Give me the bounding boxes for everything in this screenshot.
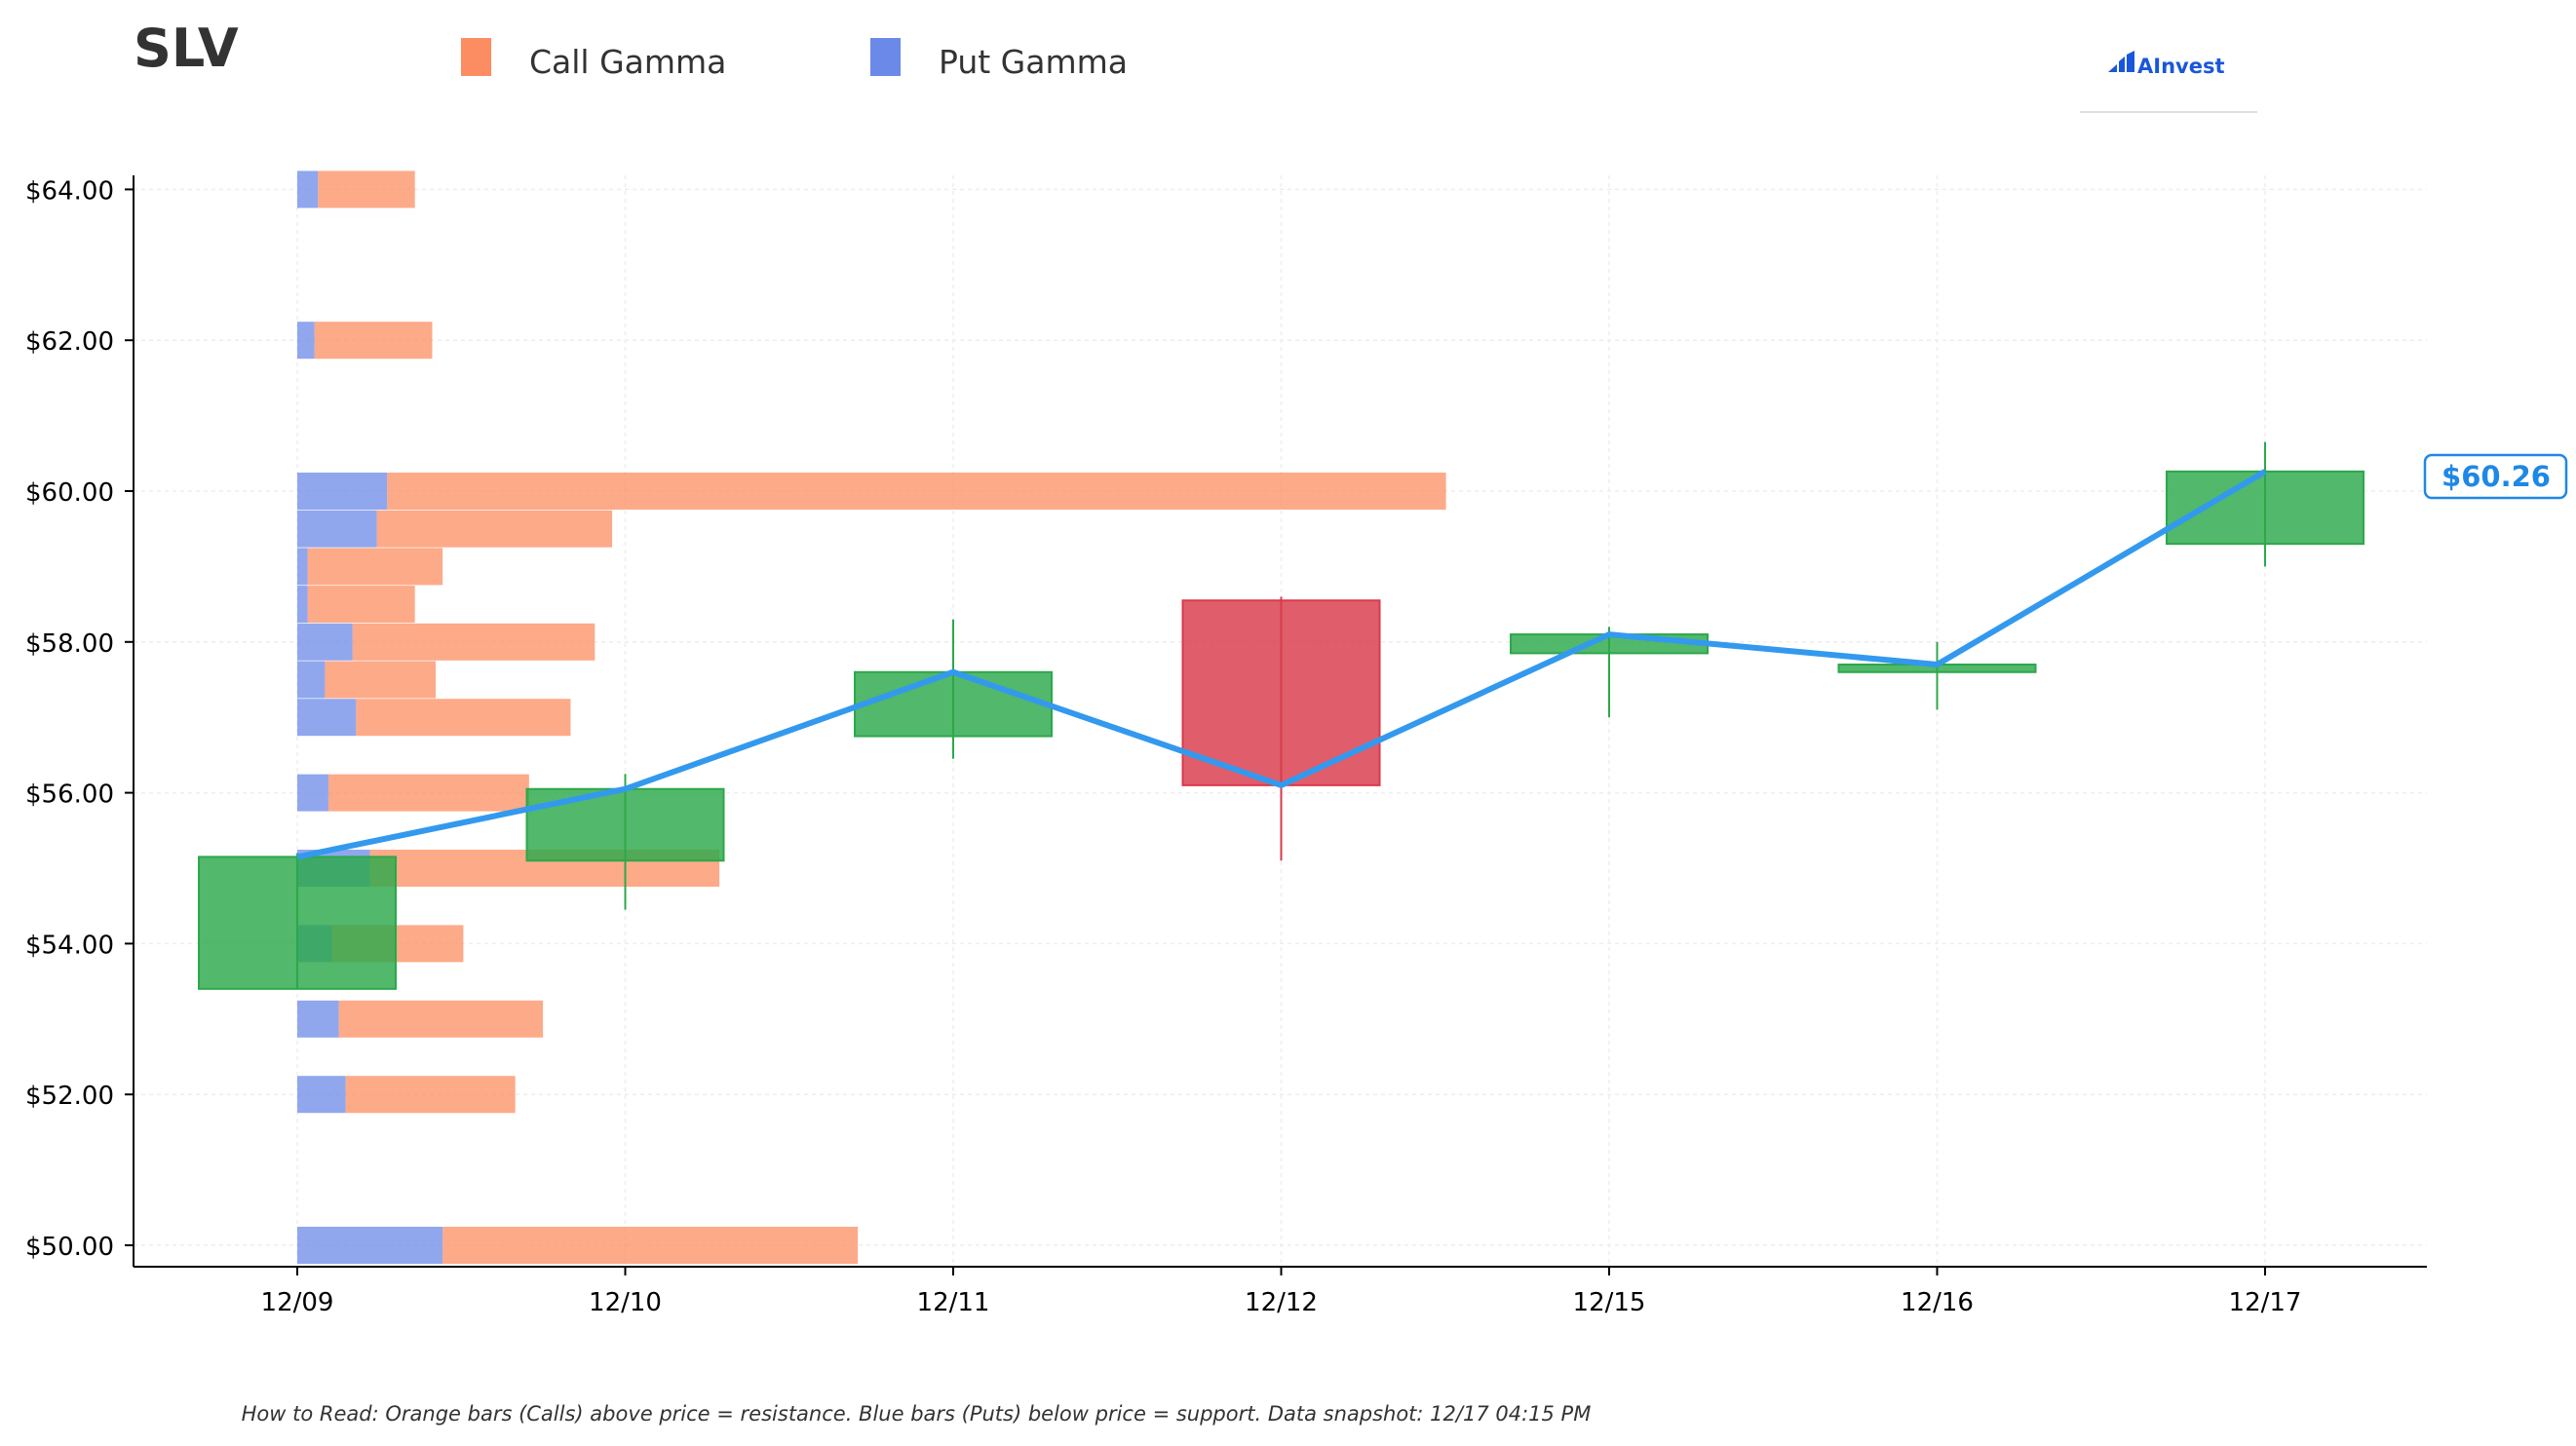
legend-put-swatch xyxy=(870,38,901,76)
candle-body-down xyxy=(1181,599,1381,786)
call-gamma-bar xyxy=(318,171,415,209)
put-gamma-bar xyxy=(297,171,319,209)
ticker-title: SLV xyxy=(134,18,239,79)
put-gamma-bar xyxy=(297,510,377,548)
x-tick-label: 12/12 xyxy=(1245,1288,1318,1317)
x-tick-label: 12/15 xyxy=(1573,1288,1646,1317)
put-gamma-bar xyxy=(297,661,326,699)
legend: Call Gamma Put Gamma xyxy=(461,38,1128,81)
brand-logo: AInvest xyxy=(2080,51,2257,113)
y-tick-label: $50.00 xyxy=(25,1233,114,1262)
call-gamma-bar xyxy=(327,774,529,812)
x-tick-label: 12/10 xyxy=(589,1288,662,1317)
call-gamma-bar xyxy=(387,473,1446,510)
last-price-value: $60.26 xyxy=(2441,460,2551,493)
call-gamma-bar xyxy=(352,623,596,661)
put-gamma-bar xyxy=(297,774,328,812)
y-tick-label: $54.00 xyxy=(25,931,114,960)
x-tick-label: 12/17 xyxy=(2229,1288,2302,1317)
legend-put-label: Put Gamma xyxy=(939,43,1128,81)
call-gamma-bar xyxy=(307,548,443,586)
candle-body-up xyxy=(2166,470,2365,546)
put-gamma-bar xyxy=(297,1076,346,1114)
x-tick-label: 12/09 xyxy=(261,1288,334,1317)
put-gamma-bar xyxy=(297,548,308,586)
call-gamma-bar xyxy=(338,1000,544,1038)
legend-call-label: Call Gamma xyxy=(529,43,726,81)
y-tick-label: $64.00 xyxy=(25,176,114,206)
call-gamma-bar xyxy=(442,1227,859,1264)
brand-logo-text: AInvest xyxy=(2137,55,2225,78)
legend-call-swatch xyxy=(461,38,491,76)
y-tick-label: $56.00 xyxy=(25,780,114,810)
call-gamma-bar xyxy=(345,1076,516,1114)
y-tick-label: $58.00 xyxy=(25,629,114,659)
y-tick-label: $60.00 xyxy=(25,478,114,508)
put-gamma-bar xyxy=(297,322,315,360)
call-gamma-bar xyxy=(356,699,571,737)
y-tick-label: $52.00 xyxy=(25,1082,114,1111)
x-tick-label: 12/11 xyxy=(917,1288,990,1317)
put-gamma-bar xyxy=(297,1000,339,1038)
footnote: How to Read: Orange bars (Calls) above p… xyxy=(242,1402,1592,1426)
put-gamma-bar xyxy=(297,699,357,737)
plot-area: $50.00 $52.00 $54.00 $56.00 $58.00 $60.00 $62.… xyxy=(25,171,2427,1317)
call-gamma-bar xyxy=(314,322,433,360)
candle-body-up xyxy=(198,856,397,990)
call-gamma-bar xyxy=(376,510,613,548)
last-price-badge: $60.26 xyxy=(2423,453,2568,500)
call-gamma-bar xyxy=(307,586,415,624)
put-gamma-bar xyxy=(297,623,353,661)
candle-body-up xyxy=(854,670,1053,738)
last-price-badge-box xyxy=(2423,453,2568,500)
candle-body-up xyxy=(525,787,725,862)
put-gamma-bar xyxy=(297,473,388,510)
x-tick-label: 12/16 xyxy=(1901,1288,1974,1317)
brand-chart-icon xyxy=(2108,51,2134,72)
put-gamma-bar xyxy=(297,586,308,624)
y-tick-label: $62.00 xyxy=(25,327,114,357)
close-price-line xyxy=(296,469,2267,860)
put-gamma-bar xyxy=(297,1227,443,1264)
call-gamma-bar xyxy=(325,661,436,699)
